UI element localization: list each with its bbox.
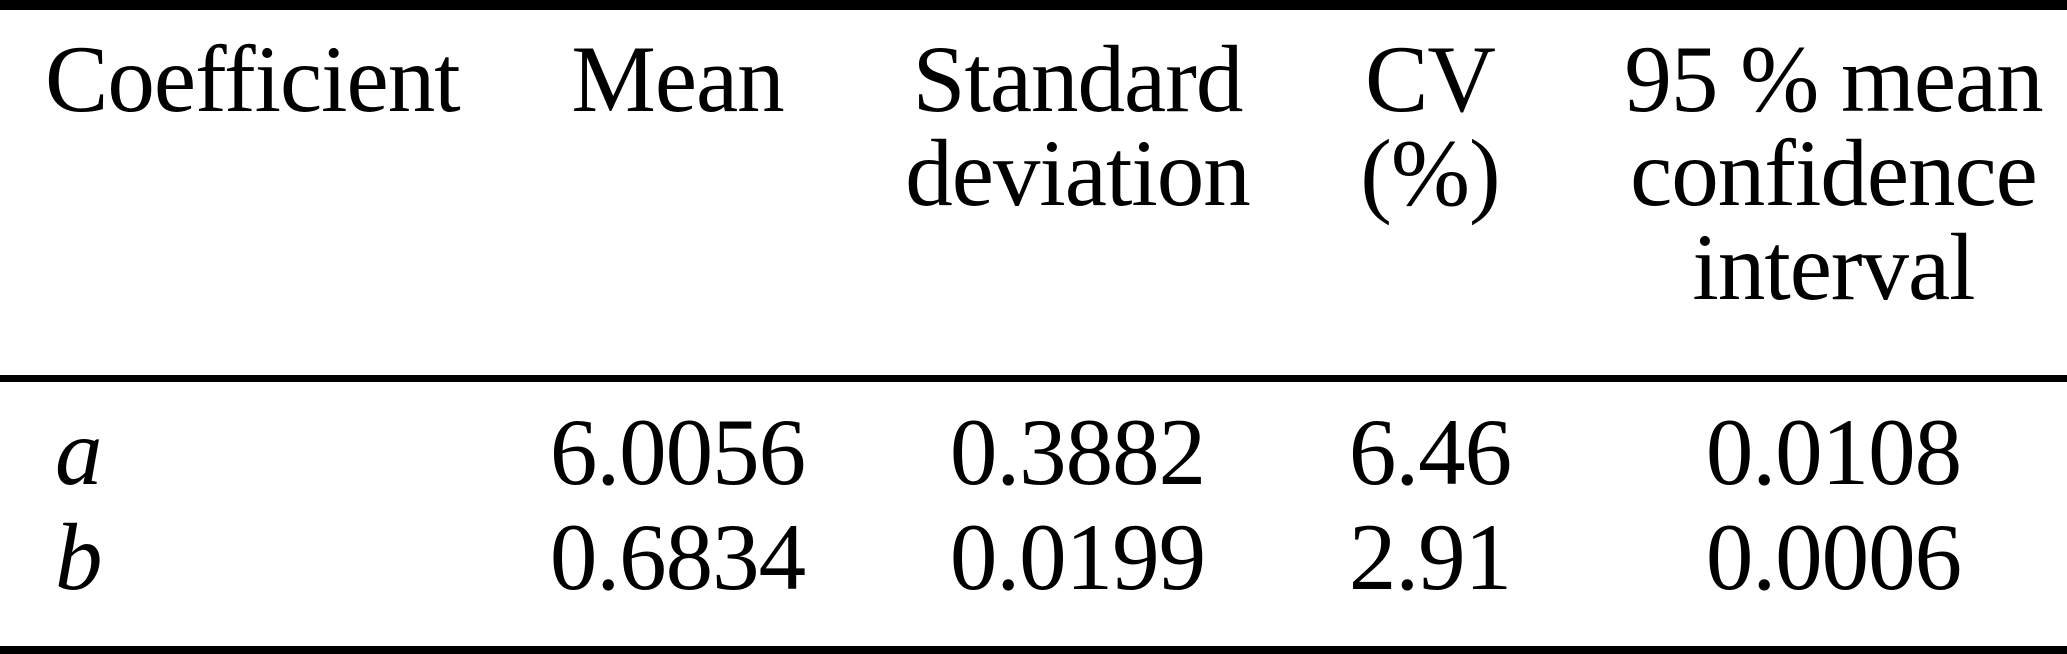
column-header-confidence-interval: 95 % mean confidence interval	[1624, 26, 2043, 320]
cell-standard-deviation-b: 0.0199	[949, 504, 1206, 610]
column-header-cv-percent: CV (%)	[1360, 26, 1500, 226]
table-row-b: b 0.6834 0.0199 2.91 0.0006	[0, 505, 2067, 650]
table-body: a 6.0056 0.3882 6.46 0.0108 b 0.6834 0.0…	[0, 379, 2067, 651]
cell-mean-a: 6.0056	[549, 399, 806, 505]
cell-cv-b: 2.91	[1348, 504, 1512, 610]
cell-coefficient-b: b	[55, 504, 103, 610]
column-header-coefficient: Coefficient	[45, 26, 461, 132]
column-header-mean: Mean	[571, 26, 784, 132]
header-row: Coefficient Mean Standard deviation CV (%)…	[0, 5, 2067, 379]
column-header-standard-deviation: Standard deviation	[905, 26, 1251, 226]
cell-mean-b: 0.6834	[549, 504, 806, 610]
cell-confidence-interval-b: 0.0006	[1705, 504, 1962, 610]
cell-standard-deviation-a: 0.3882	[949, 399, 1206, 505]
cell-cv-a: 6.46	[1348, 399, 1512, 505]
table-header: Coefficient Mean Standard deviation CV (%)…	[0, 5, 2067, 379]
table-row-a: a 6.0056 0.3882 6.46 0.0108	[0, 379, 2067, 506]
cell-confidence-interval-a: 0.0108	[1705, 399, 1962, 505]
cell-coefficient-a: a	[55, 399, 103, 505]
